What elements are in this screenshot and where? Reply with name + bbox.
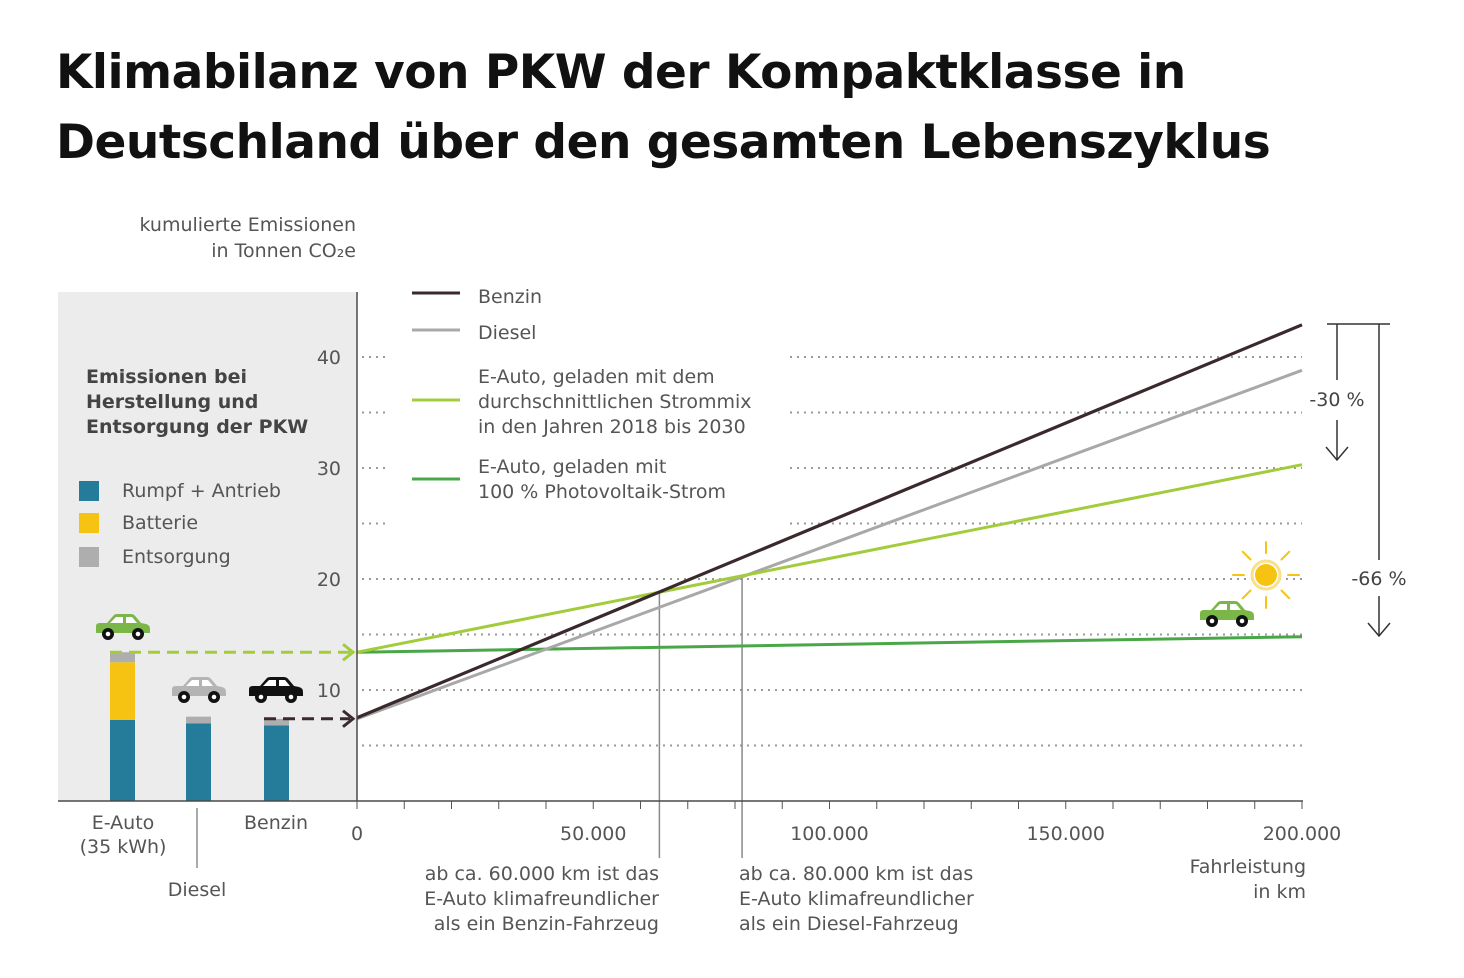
legend-label-e-auto-mix-1: E-Auto, geladen mit dem	[478, 366, 715, 388]
reduction-bracket-30: -30 %	[1309, 323, 1390, 462]
legend-label-diesel: Diesel	[478, 322, 536, 344]
legend-label-rumpf: Rumpf + Antrieb	[122, 480, 281, 502]
bar-category-diesel: Diesel	[168, 879, 226, 901]
car-icon-pv	[1200, 601, 1254, 627]
x-tick-label: 200.000	[1263, 823, 1342, 845]
series-lines	[356, 323, 1303, 721]
crossing-benzin-text-1: ab ca. 60.000 km ist das	[425, 863, 659, 885]
x-tick-label: 150.000	[1026, 823, 1105, 845]
legend-label-batterie: Batterie	[122, 512, 198, 534]
arrow-right-icon	[342, 709, 356, 728]
x-tick-label: 0	[351, 823, 363, 845]
legend-swatch-entsorgung	[79, 547, 99, 567]
reduction-label-66: -66 %	[1351, 568, 1406, 590]
stacked-bars	[110, 643, 356, 801]
bar-segment-batterie	[110, 662, 135, 720]
crossing-diesel-text-1: ab ca. 80.000 km ist das	[739, 863, 973, 885]
reduction-label-30: -30 %	[1309, 389, 1364, 411]
page-title: Klimabilanz von PKW der Kompaktklasse in…	[56, 38, 1416, 178]
bar-segment-rumpf	[264, 725, 289, 801]
y-tick-label: 40	[317, 347, 341, 369]
series-line-e_auto_mix	[356, 463, 1303, 654]
crossing-benzin-text-3: als ein Benzin-Fahrzeug	[434, 913, 659, 935]
car-icon-e-auto	[96, 614, 150, 640]
bar-category-e-auto-sub: (35 kWh)	[80, 836, 167, 858]
x-tick-label: 100.000	[790, 823, 869, 845]
reduction-bracket-66: -66 %	[1351, 324, 1407, 638]
bar-segment-rumpf	[186, 723, 211, 801]
car-icon-diesel	[172, 677, 226, 703]
x-tick-label: 50.000	[560, 823, 626, 845]
crossing-markers	[658, 576, 743, 858]
legend-label-e-auto-mix-2: durchschnittlichen Strommix	[478, 391, 751, 413]
bar-category-e-auto: E-Auto	[92, 812, 155, 834]
crossing-diesel-text-3: als ein Diesel-Fahrzeug	[739, 913, 959, 935]
legend-swatch-rumpf	[79, 481, 99, 501]
arrow-right-icon	[342, 643, 356, 662]
y-tick-label: 10	[317, 680, 341, 702]
title-line-1: Klimabilanz von PKW der Kompaktklasse in	[56, 45, 1186, 100]
grid	[362, 356, 1302, 747]
sun-icon	[1232, 541, 1300, 609]
line-legend: Benzin Diesel E-Auto, geladen mit dem du…	[412, 286, 751, 503]
panel-title-line1: Emissionen bei	[86, 366, 247, 388]
legend-swatch-batterie	[79, 513, 99, 533]
bar-category-benzin: Benzin	[244, 812, 308, 834]
bar-segment-entsorgung	[264, 718, 289, 726]
crossing-diesel-text-2: E-Auto klimafreundlicher	[739, 888, 974, 910]
arrow-down-icon	[1325, 446, 1349, 462]
y-axis-label-line1: kumulierte Emissionen	[139, 214, 356, 236]
production-panel-bg	[58, 292, 357, 801]
car-icons	[96, 601, 1254, 703]
y-axis-label-line2: in Tonnen CO₂e	[211, 240, 356, 262]
crossing-benzin-text-2: E-Auto klimafreundlicher	[424, 888, 659, 910]
car-icon-benzin	[249, 677, 303, 703]
bar-segment-rumpf	[110, 719, 135, 801]
arrow-down-icon	[1367, 622, 1391, 638]
axes	[58, 292, 1303, 868]
production-panel: Emissionen bei Herstellung und Entsorgun…	[79, 366, 308, 568]
legend-label-entsorgung: Entsorgung	[122, 546, 231, 568]
y-tick-label: 20	[317, 569, 341, 591]
panel-title-line2: Herstellung und	[86, 391, 258, 413]
legend-label-benzin: Benzin	[478, 286, 542, 308]
title-line-2: Deutschland über den gesamten Lebenszykl…	[56, 115, 1271, 170]
panel-title-line3: Entsorgung der PKW	[86, 416, 308, 438]
series-line-benzin	[356, 323, 1303, 720]
x-axis-label-line2: in km	[1253, 881, 1306, 903]
series-line-diesel	[356, 368, 1303, 721]
bar-segment-entsorgung	[110, 652, 135, 663]
x-axis-label-line1: Fahrleistung	[1190, 856, 1306, 878]
legend-label-e-auto-mix-3: in den Jahren 2018 bis 2030	[478, 416, 746, 438]
series-line-e_auto_pv	[356, 635, 1303, 654]
axis-ticks: 0 50.000 100.000 150.000 200.000 10 20 30 40	[317, 347, 1341, 845]
legend-label-e-auto-pv-2: 100 % Photovoltaik-Strom	[478, 481, 726, 503]
legend-label-e-auto-pv-1: E-Auto, geladen mit	[478, 456, 666, 478]
bar-segment-entsorgung	[186, 716, 211, 724]
y-tick-label: 30	[317, 458, 341, 480]
